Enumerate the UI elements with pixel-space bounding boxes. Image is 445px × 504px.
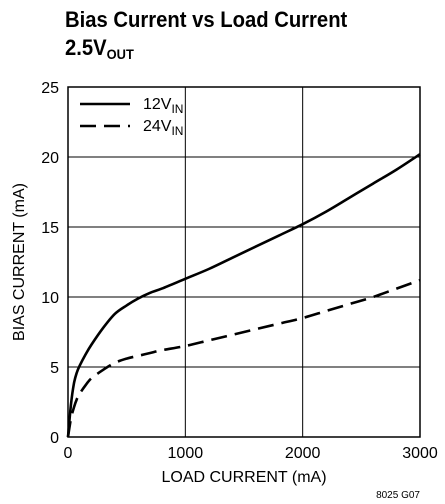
y-tick-label: 0 [50,430,59,447]
chart-title-line2-main: 2.5V [65,35,107,60]
plot-frame [67,86,421,438]
legend-label-0: 12VIN [143,96,183,116]
chart-title-line2: 2.5VOUT [65,34,347,68]
y-tick-label: 5 [50,360,59,377]
legend-label-sub: IN [171,124,183,138]
x-tick-label: 3000 [402,445,438,462]
figure-code: 8025 G07 [376,490,420,501]
legend-label-main: 24V [143,118,172,135]
y-tick-labels: 0 5 10 15 20 25 [41,80,59,447]
y-tick-label: 15 [41,220,59,237]
x-tick-label: 2000 [285,445,321,462]
chart-title-line2-sub: OUT [106,46,134,62]
legend-label-main: 12V [143,96,172,113]
x-tick-label: 0 [64,445,73,462]
legend-label-sub: IN [171,102,183,116]
chart-title: Bias Current vs Load Current 2.5VOUT [65,6,347,68]
chart-title-line1: Bias Current vs Load Current [65,7,348,32]
x-tick-labels: 0 1000 2000 3000 [64,445,438,462]
y-tick-label: 25 [41,80,59,97]
y-tick-label: 10 [41,290,59,307]
series-line-0 [66,153,421,438]
y-tick-label: 20 [41,150,59,167]
grid-lines [68,87,420,437]
series-line-1 [66,278,421,438]
y-axis-label: BIAS CURRENT (mA) [11,183,28,341]
series-lines [66,153,421,438]
legend-label-1: 24VIN [143,118,183,138]
x-axis-label: LOAD CURRENT (mA) [161,469,326,486]
x-tick-label: 1000 [168,445,204,462]
